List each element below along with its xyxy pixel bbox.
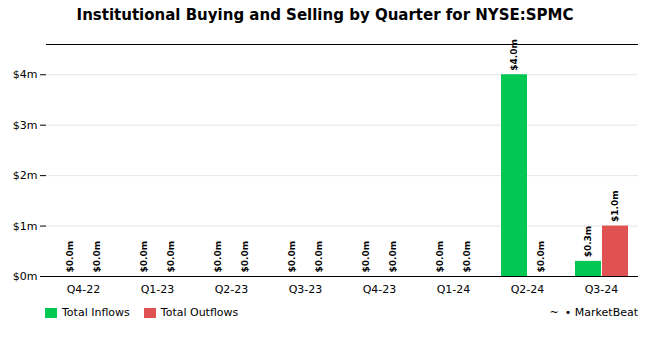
svg-text:$4m: $4m [13, 68, 38, 81]
svg-text:Q1-24: Q1-24 [437, 283, 471, 296]
svg-text:$0.0m: $0.0m [314, 241, 324, 273]
svg-text:$0.0m: $0.0m [462, 241, 472, 273]
svg-text:Q2-23: Q2-23 [215, 283, 249, 296]
svg-text:$0.0m: $0.0m [388, 241, 398, 273]
svg-text:Q4-22: Q4-22 [67, 283, 101, 296]
html-text:• MarketBeat: • MarketBeat [564, 306, 638, 319]
svg-text:$0.0m: $0.0m [240, 241, 250, 273]
svg-text:$2m: $2m [13, 169, 38, 182]
svg-text:Q3-23: Q3-23 [289, 283, 323, 296]
html-text:Institutional Buying and Selli: Institutional Buying and Selling by Quar… [76, 6, 574, 24]
svg-text:$0.0m: $0.0m [65, 241, 75, 273]
svg-text:$0m: $0m [13, 270, 38, 283]
html-text:Total Inflows: Total Inflows [62, 306, 130, 319]
svg-text:Q1-23: Q1-23 [141, 283, 175, 296]
svg-text:$0.0m: $0.0m [361, 241, 371, 273]
svg-text:Q4-23: Q4-23 [363, 283, 397, 296]
svg-text:$3m: $3m [13, 119, 38, 132]
svg-text:$0.0m: $0.0m [213, 241, 223, 273]
svg-text:$0.0m: $0.0m [536, 241, 546, 273]
svg-text:$0.0m: $0.0m [92, 241, 102, 273]
svg-text:Q2-24: Q2-24 [511, 283, 545, 296]
svg-text:Q3-24: Q3-24 [585, 283, 619, 296]
svg-text:$1m: $1m [13, 220, 38, 233]
svg-text:$0.0m: $0.0m [287, 241, 297, 273]
svg-text:$0.0m: $0.0m [435, 241, 445, 273]
svg-text:$0.0m: $0.0m [166, 241, 176, 273]
svg-text:$0.3m: $0.3m [583, 226, 593, 258]
svg-text:$0.0m: $0.0m [139, 241, 149, 273]
svg-text:$4.0m: $4.0m [509, 39, 519, 71]
html-text:Total Outflows: Total Outflows [160, 306, 239, 319]
svg-text:$1.0m: $1.0m [610, 190, 620, 222]
